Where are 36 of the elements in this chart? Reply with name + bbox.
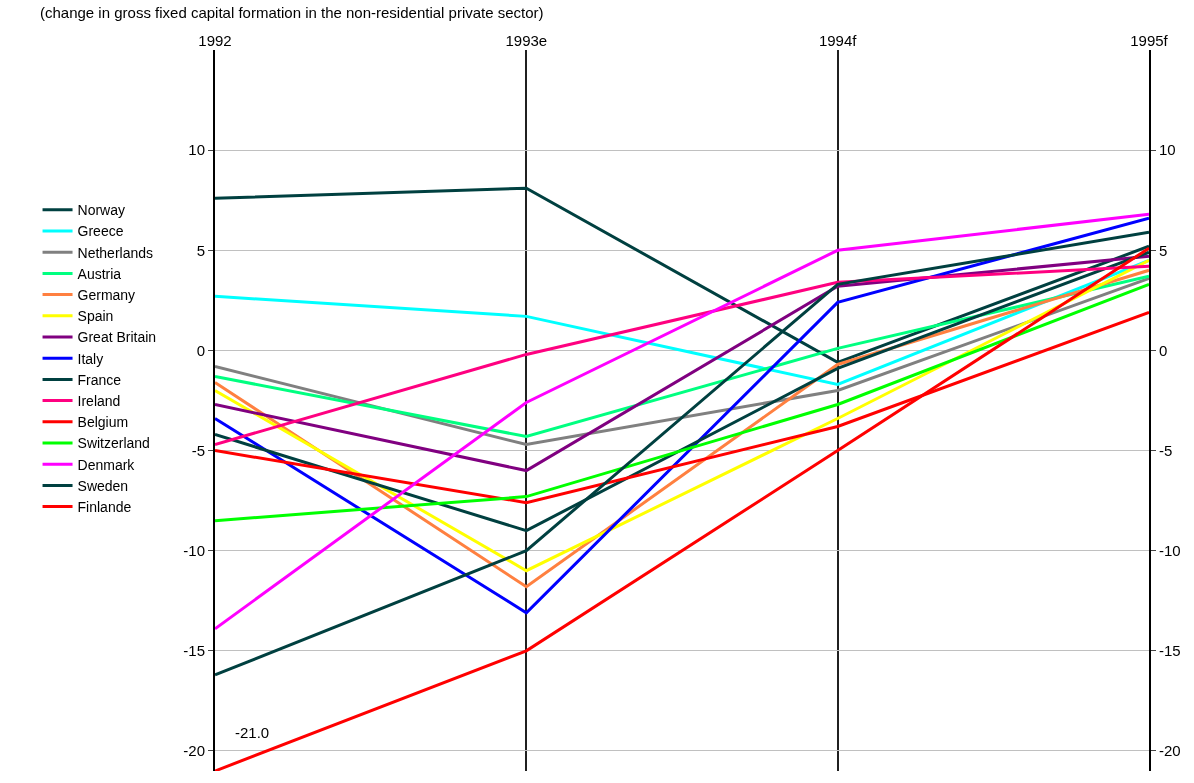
- legend-label: Norway: [77, 202, 126, 219]
- y-tick-label: 0: [196, 341, 205, 359]
- legend-label: Austria: [77, 265, 122, 282]
- y-tick-label: -20: [183, 742, 205, 760]
- legend-label: Spain: [77, 308, 114, 325]
- y2-tick-label: -10: [1159, 541, 1181, 559]
- legend-label: Great Britain: [77, 329, 157, 346]
- legend-label: Sweden: [77, 477, 129, 494]
- legend-label: Ireland: [77, 393, 121, 410]
- legend-label: Belgium: [77, 414, 129, 431]
- x-tick-label: 1993e: [505, 32, 548, 49]
- y-tick-label: 10: [188, 141, 205, 159]
- chart-title: (change in gross fixed capital formation in the non-residential private sector): [40, 4, 544, 21]
- y2-tick-label: 10: [1159, 141, 1176, 159]
- legend-label: Switzerland: [77, 435, 150, 452]
- line-series: [215, 246, 1149, 771]
- legend-label: Denmark: [77, 456, 136, 473]
- x-tick-label: 1994f: [818, 32, 858, 49]
- y-tick-label: -10: [183, 541, 205, 559]
- y-tick-label: 5: [196, 241, 205, 259]
- legend-label: Finlande: [77, 499, 132, 516]
- legend-label: Greece: [77, 223, 124, 240]
- y2-tick-label: -5: [1159, 441, 1173, 459]
- legend-label: Italy: [77, 350, 104, 367]
- x-tick-label: 1992: [198, 32, 232, 49]
- y-tick-label: -15: [183, 642, 205, 660]
- y2-tick-label: 0: [1159, 341, 1168, 359]
- legend-label: Netherlands: [77, 244, 154, 261]
- legend-label: Germany: [77, 287, 136, 304]
- y2-tick-label: -20: [1159, 742, 1181, 760]
- legend-label: France: [77, 371, 122, 388]
- annotation: -21.0: [235, 724, 270, 741]
- y-tick-label: -5: [191, 441, 205, 459]
- y2-tick-label: -15: [1159, 642, 1181, 660]
- x-tick-label: 1995f: [1130, 32, 1169, 49]
- y2-tick-label: 5: [1159, 241, 1168, 259]
